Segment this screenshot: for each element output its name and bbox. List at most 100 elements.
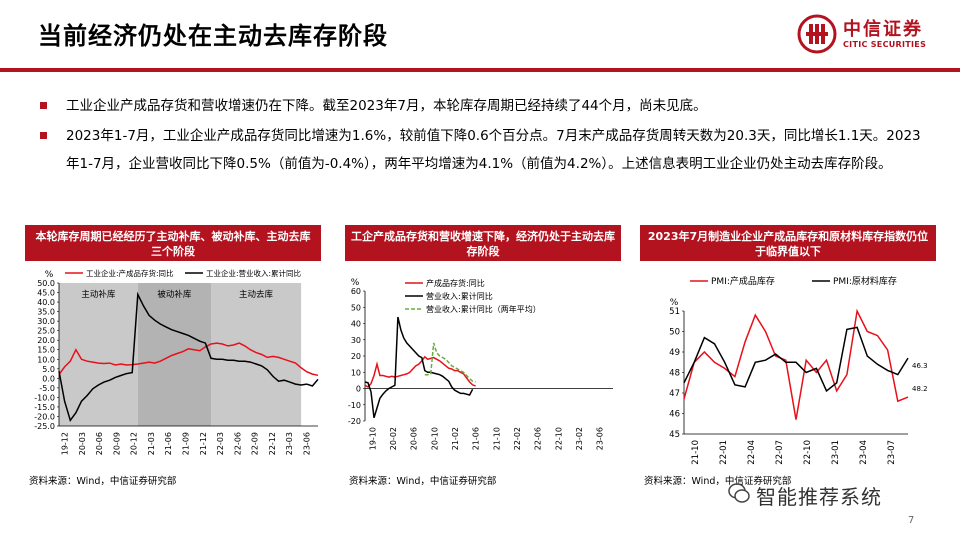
x-tick-label: 19-12 — [61, 432, 70, 455]
header-rule — [0, 68, 960, 72]
x-tick-label: 21-12 — [199, 432, 208, 455]
legend-label: 营业收入:累计同比（两年平均） — [426, 304, 541, 314]
chart-3: 51 50 49 48 47 46 45% 21-10 22-01 22-04 22-07 22-10… — [669, 275, 928, 465]
series-line — [683, 326, 909, 393]
phase-shade — [211, 283, 302, 426]
x-tick-label: 22-06 — [233, 432, 242, 455]
chart-2: 60 50 40 30 20 10 0 -10 -20% 19-10 20-02 20-06 20-10… — [348, 278, 613, 450]
chart-panel-1: 本轮库存周期已经经历了主动补库、被动补库、主动去库三个阶段 主动补库 被动补库 主动… — [25, 225, 321, 490]
bullet-list: 工业企业产成品存货和营收增速仍在下降。截至2023年7月，本轮库存周期已经持续了… — [38, 92, 928, 178]
y-tick-label: 50 — [669, 328, 680, 338]
x-tick-label: 23-07 — [887, 440, 897, 465]
y-tick-label: -10.0 — [34, 393, 55, 402]
logo-en-text: CITIC SECURITIES — [843, 40, 927, 49]
x-tick-label: 23-02 — [575, 427, 584, 450]
series-line — [58, 342, 319, 377]
x-tick-label: 19-10 — [368, 427, 377, 450]
x-tick-label: 20-10 — [430, 427, 439, 450]
legend-label: 工业企业:营业收入:累计同比 — [206, 269, 302, 278]
y-tick-label: 47 — [669, 389, 680, 399]
x-tick-label: 22-10 — [803, 440, 813, 465]
y-axis-label: % — [351, 278, 360, 288]
bullet-text: 工业企业产成品存货和营收增速仍在下降。截至2023年7月，本轮库存周期已经持续了… — [66, 98, 707, 114]
y-tick-label: 45.0 — [37, 289, 55, 298]
x-tick-label: 22-03 — [216, 432, 225, 455]
x-tick-label: 22-02 — [513, 427, 522, 450]
y-tick-label: 45 — [669, 430, 680, 440]
x-tick-label: 20-02 — [389, 427, 398, 450]
y-tick-label: -20.0 — [34, 412, 55, 421]
page-title: 当前经济仍处在主动去库存阶段 — [38, 22, 388, 50]
series-line — [683, 308, 909, 420]
end-value-label: 46.3 — [912, 362, 928, 370]
y-tick-label: -10 — [348, 401, 361, 410]
x-tick-label: 21-02 — [451, 427, 460, 450]
watermark-text: 智能推荐系统 — [756, 485, 882, 509]
y-tick-label: 15.0 — [37, 346, 55, 355]
chart-1: 主动补库 被动补库 主动去库 50.045.040.035.030.025.020.0… — [34, 269, 319, 455]
chart-1-source: 资料来源：Wind，中信证券研究部 — [29, 476, 177, 487]
phase-label: 主动去库 — [239, 289, 274, 300]
y-tick-label: -15.0 — [34, 403, 55, 412]
chart-2-title: 工企产成品存货和营收增速下降，经济仍处于主动去库存阶段 — [345, 225, 621, 261]
y-tick-label: 60 — [351, 287, 361, 296]
citic-logo-icon — [797, 14, 837, 54]
legend-label: PMI:原材料库存 — [833, 275, 897, 287]
x-tick-label: 23-06 — [302, 432, 311, 455]
y-axis-label: % — [670, 298, 679, 308]
y-axis-label: % — [45, 270, 54, 280]
bullet-square-icon — [40, 102, 47, 109]
x-tick-label: 22-10 — [554, 427, 563, 450]
bullet-item: 工业企业产成品存货和营收增速仍在下降。截至2023年7月，本轮库存周期已经持续了… — [38, 92, 928, 120]
header: 当前经济仍处在主动去库存阶段 中信证券 CITIC SECURITIES — [0, 0, 960, 72]
bullet-item: 2023年1-7月，工业企业产成品存货同比增速为1.6%，较前值下降0.6个百分… — [38, 122, 928, 178]
legend-label: 产成品存货:同比 — [426, 278, 485, 288]
x-tick-label: 20-09 — [112, 432, 121, 455]
y-tick-label: 20 — [351, 352, 361, 361]
y-tick-label: 0.0 — [42, 374, 55, 383]
x-tick-label: 21-09 — [182, 432, 191, 455]
x-tick-label: 21-06 — [472, 427, 481, 450]
x-tick-label: 20-03 — [78, 432, 87, 455]
bullet-text: 2023年1-7月，工业企业产成品存货同比增速为1.6%，较前值下降0.6个百分… — [66, 128, 921, 172]
y-tick-label: 20.0 — [37, 336, 55, 345]
y-tick-label: 5.0 — [42, 365, 55, 374]
legend-label: 营业收入:累计同比 — [426, 291, 493, 301]
series-line — [364, 316, 474, 419]
x-tick-label: 23-04 — [859, 440, 869, 465]
x-tick-label: 22-12 — [268, 432, 277, 455]
legend-label: PMI:产成品库存 — [711, 275, 775, 287]
y-tick-label: 50.0 — [37, 279, 55, 288]
chart-1-title: 本轮库存周期已经经历了主动补库、被动补库、主动去库三个阶段 — [25, 225, 321, 261]
y-tick-label: 40.0 — [37, 298, 55, 307]
series-line — [58, 291, 319, 422]
y-tick-label: 46 — [669, 410, 680, 420]
y-tick-label: 48 — [669, 369, 680, 379]
chart-panel-3: 2023年7月制造业企业产成品库存和原材料库存指数仍位于临界值以下 51 50 49… — [640, 225, 936, 490]
x-tick-label: 20-06 — [95, 432, 104, 455]
chart-3-source: 资料来源：Wind，中信证券研究部 — [644, 476, 792, 487]
series-line — [364, 355, 476, 388]
x-tick-label: 20-06 — [410, 427, 419, 450]
bullet-square-icon — [40, 132, 47, 139]
page-number: 7 — [908, 515, 915, 526]
x-tick-label: 23-03 — [285, 432, 294, 455]
y-tick-label: 25.0 — [37, 327, 55, 336]
y-tick-label: 0 — [356, 385, 361, 394]
x-tick-label: 22-01 — [719, 440, 729, 465]
chart-2-source: 资料来源：Wind，中信证券研究部 — [349, 476, 497, 487]
chart-panel-2: 工企产成品存货和营收增速下降，经济仍处于主动去库存阶段 60 50 40 30 20 10… — [345, 225, 621, 490]
x-tick-label: 23-06 — [596, 427, 605, 450]
phase-label: 被动补库 — [157, 289, 192, 300]
y-tick-label: -25.0 — [34, 422, 55, 431]
x-tick-label: 20-12 — [130, 432, 139, 455]
y-tick-label: 51 — [669, 307, 680, 317]
y-tick-label: 49 — [669, 348, 680, 358]
x-tick-label: 22-07 — [775, 440, 785, 465]
x-tick-label: 21-06 — [164, 432, 173, 455]
brand-logo: 中信证券 CITIC SECURITIES — [797, 14, 937, 60]
x-tick-label: 22-09 — [251, 432, 260, 455]
x-tick-label: 22-06 — [534, 427, 543, 450]
y-tick-label: -5.0 — [39, 384, 55, 393]
x-tick-label: 23-01 — [831, 440, 841, 465]
